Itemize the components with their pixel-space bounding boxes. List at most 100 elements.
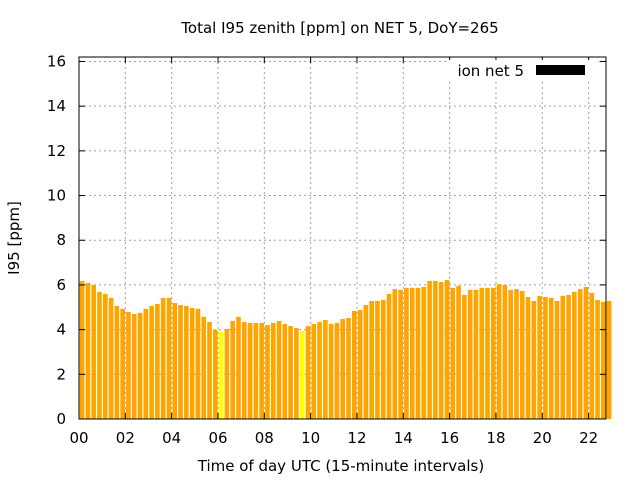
- bar: [328, 324, 334, 419]
- y-tick-label: 8: [56, 231, 66, 249]
- bar: [398, 289, 403, 419]
- grid: [79, 57, 606, 419]
- bar: [508, 289, 513, 419]
- bar: [543, 296, 548, 419]
- bar: [311, 324, 317, 419]
- bar: [496, 284, 502, 419]
- bar: [485, 287, 490, 419]
- bar: [502, 284, 508, 419]
- x-tick-label: 22: [579, 429, 598, 447]
- bar: [97, 291, 102, 419]
- bar: [572, 291, 577, 419]
- bar: [299, 330, 305, 419]
- bar: [583, 286, 589, 419]
- bar: [548, 297, 554, 419]
- y-tick-label: 6: [56, 276, 66, 294]
- bar: [201, 316, 207, 419]
- bar: [450, 287, 456, 419]
- legend-swatch: [536, 65, 585, 75]
- bar: [415, 287, 421, 419]
- bar: [606, 301, 612, 419]
- x-axis-label: Time of day UTC (15-minute intervals): [197, 457, 484, 475]
- bar: [178, 305, 183, 419]
- x-tick-label: 06: [208, 429, 227, 447]
- bar: [537, 295, 542, 419]
- bar: [560, 295, 566, 419]
- bar: [433, 280, 438, 419]
- bar: [473, 289, 479, 419]
- bar: [409, 287, 415, 419]
- x-tick-label: 16: [440, 429, 459, 447]
- bar: [346, 317, 351, 419]
- bar: [184, 305, 189, 419]
- bar: [380, 299, 386, 419]
- y-tick-label: 12: [47, 142, 66, 160]
- bar: [160, 297, 166, 419]
- bar: [126, 311, 131, 419]
- bar: [265, 324, 270, 419]
- bar: [91, 284, 97, 419]
- bar: [294, 328, 299, 419]
- bar: [514, 288, 519, 419]
- bar: [241, 322, 247, 419]
- bar: [421, 286, 427, 419]
- bar: [247, 322, 253, 419]
- x-tick-label: 00: [69, 429, 88, 447]
- bar: [427, 280, 432, 419]
- bar: [438, 282, 444, 419]
- bar: [259, 322, 264, 419]
- bar: [224, 328, 230, 419]
- bar: [351, 310, 357, 419]
- bar: [288, 326, 293, 419]
- plot-frame: [78, 56, 607, 420]
- bar: [108, 297, 114, 419]
- legend: ion net 5: [448, 60, 598, 82]
- bars: [79, 280, 612, 419]
- bar: [137, 312, 143, 419]
- y-axis-label: I95 [ppm]: [5, 201, 23, 275]
- bar: [114, 305, 120, 419]
- bar: [85, 282, 91, 419]
- bar: [323, 320, 328, 419]
- bar: [479, 287, 485, 419]
- bar: [519, 290, 525, 419]
- bar: [456, 285, 461, 419]
- bar: [525, 296, 531, 419]
- bar: [172, 303, 178, 419]
- bar: [490, 287, 496, 419]
- y-tick-label: 2: [56, 365, 66, 383]
- bar: [212, 329, 218, 419]
- chart-title: Total I95 zenith [ppm] on NET 5, DoY=265: [180, 19, 498, 37]
- bar: [79, 280, 85, 419]
- bar: [357, 309, 363, 419]
- bar: [149, 305, 154, 419]
- y-tick-label: 4: [56, 321, 66, 339]
- x-tick-label: 02: [116, 429, 135, 447]
- x-tick-label: 04: [162, 429, 181, 447]
- y-tick-label: 0: [56, 410, 66, 428]
- bar: [386, 293, 392, 419]
- bar: [317, 322, 322, 419]
- legend-label: ion net 5: [457, 62, 524, 80]
- bar: [305, 326, 311, 419]
- bar: [589, 292, 595, 419]
- bar: [189, 307, 195, 419]
- bar: [404, 287, 409, 419]
- bar: [577, 288, 583, 419]
- bar: [340, 318, 346, 419]
- bar: [143, 308, 149, 419]
- x-tick-label: 20: [533, 429, 552, 447]
- bar: [155, 303, 160, 419]
- bar: [276, 320, 282, 419]
- bar: [207, 322, 212, 419]
- bar: [120, 308, 125, 419]
- y-tick-label: 10: [47, 187, 66, 205]
- bar: [467, 289, 473, 419]
- bar: [369, 301, 374, 419]
- bar: [102, 293, 108, 419]
- bar: [392, 288, 398, 419]
- x-tick-label: 14: [394, 429, 413, 447]
- bar: [334, 322, 340, 419]
